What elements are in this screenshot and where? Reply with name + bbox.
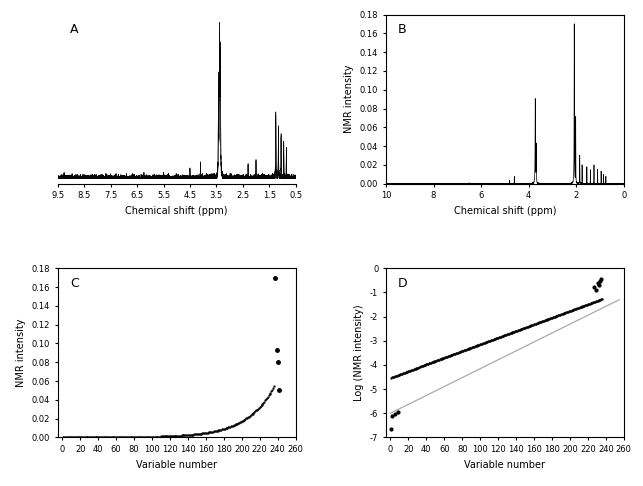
X-axis label: Chemical shift (ppm): Chemical shift (ppm) xyxy=(453,206,556,216)
X-axis label: Chemical shift (ppm): Chemical shift (ppm) xyxy=(125,206,228,216)
Text: D: D xyxy=(398,277,408,290)
X-axis label: Variable number: Variable number xyxy=(464,460,545,469)
Y-axis label: NMR intensity: NMR intensity xyxy=(344,65,354,133)
Text: C: C xyxy=(69,277,78,290)
Y-axis label: Log (NMR intensity): Log (NMR intensity) xyxy=(354,305,365,401)
X-axis label: Variable number: Variable number xyxy=(136,460,217,469)
Text: B: B xyxy=(398,23,406,36)
Text: A: A xyxy=(69,23,78,36)
Y-axis label: NMR intensity: NMR intensity xyxy=(16,319,26,387)
